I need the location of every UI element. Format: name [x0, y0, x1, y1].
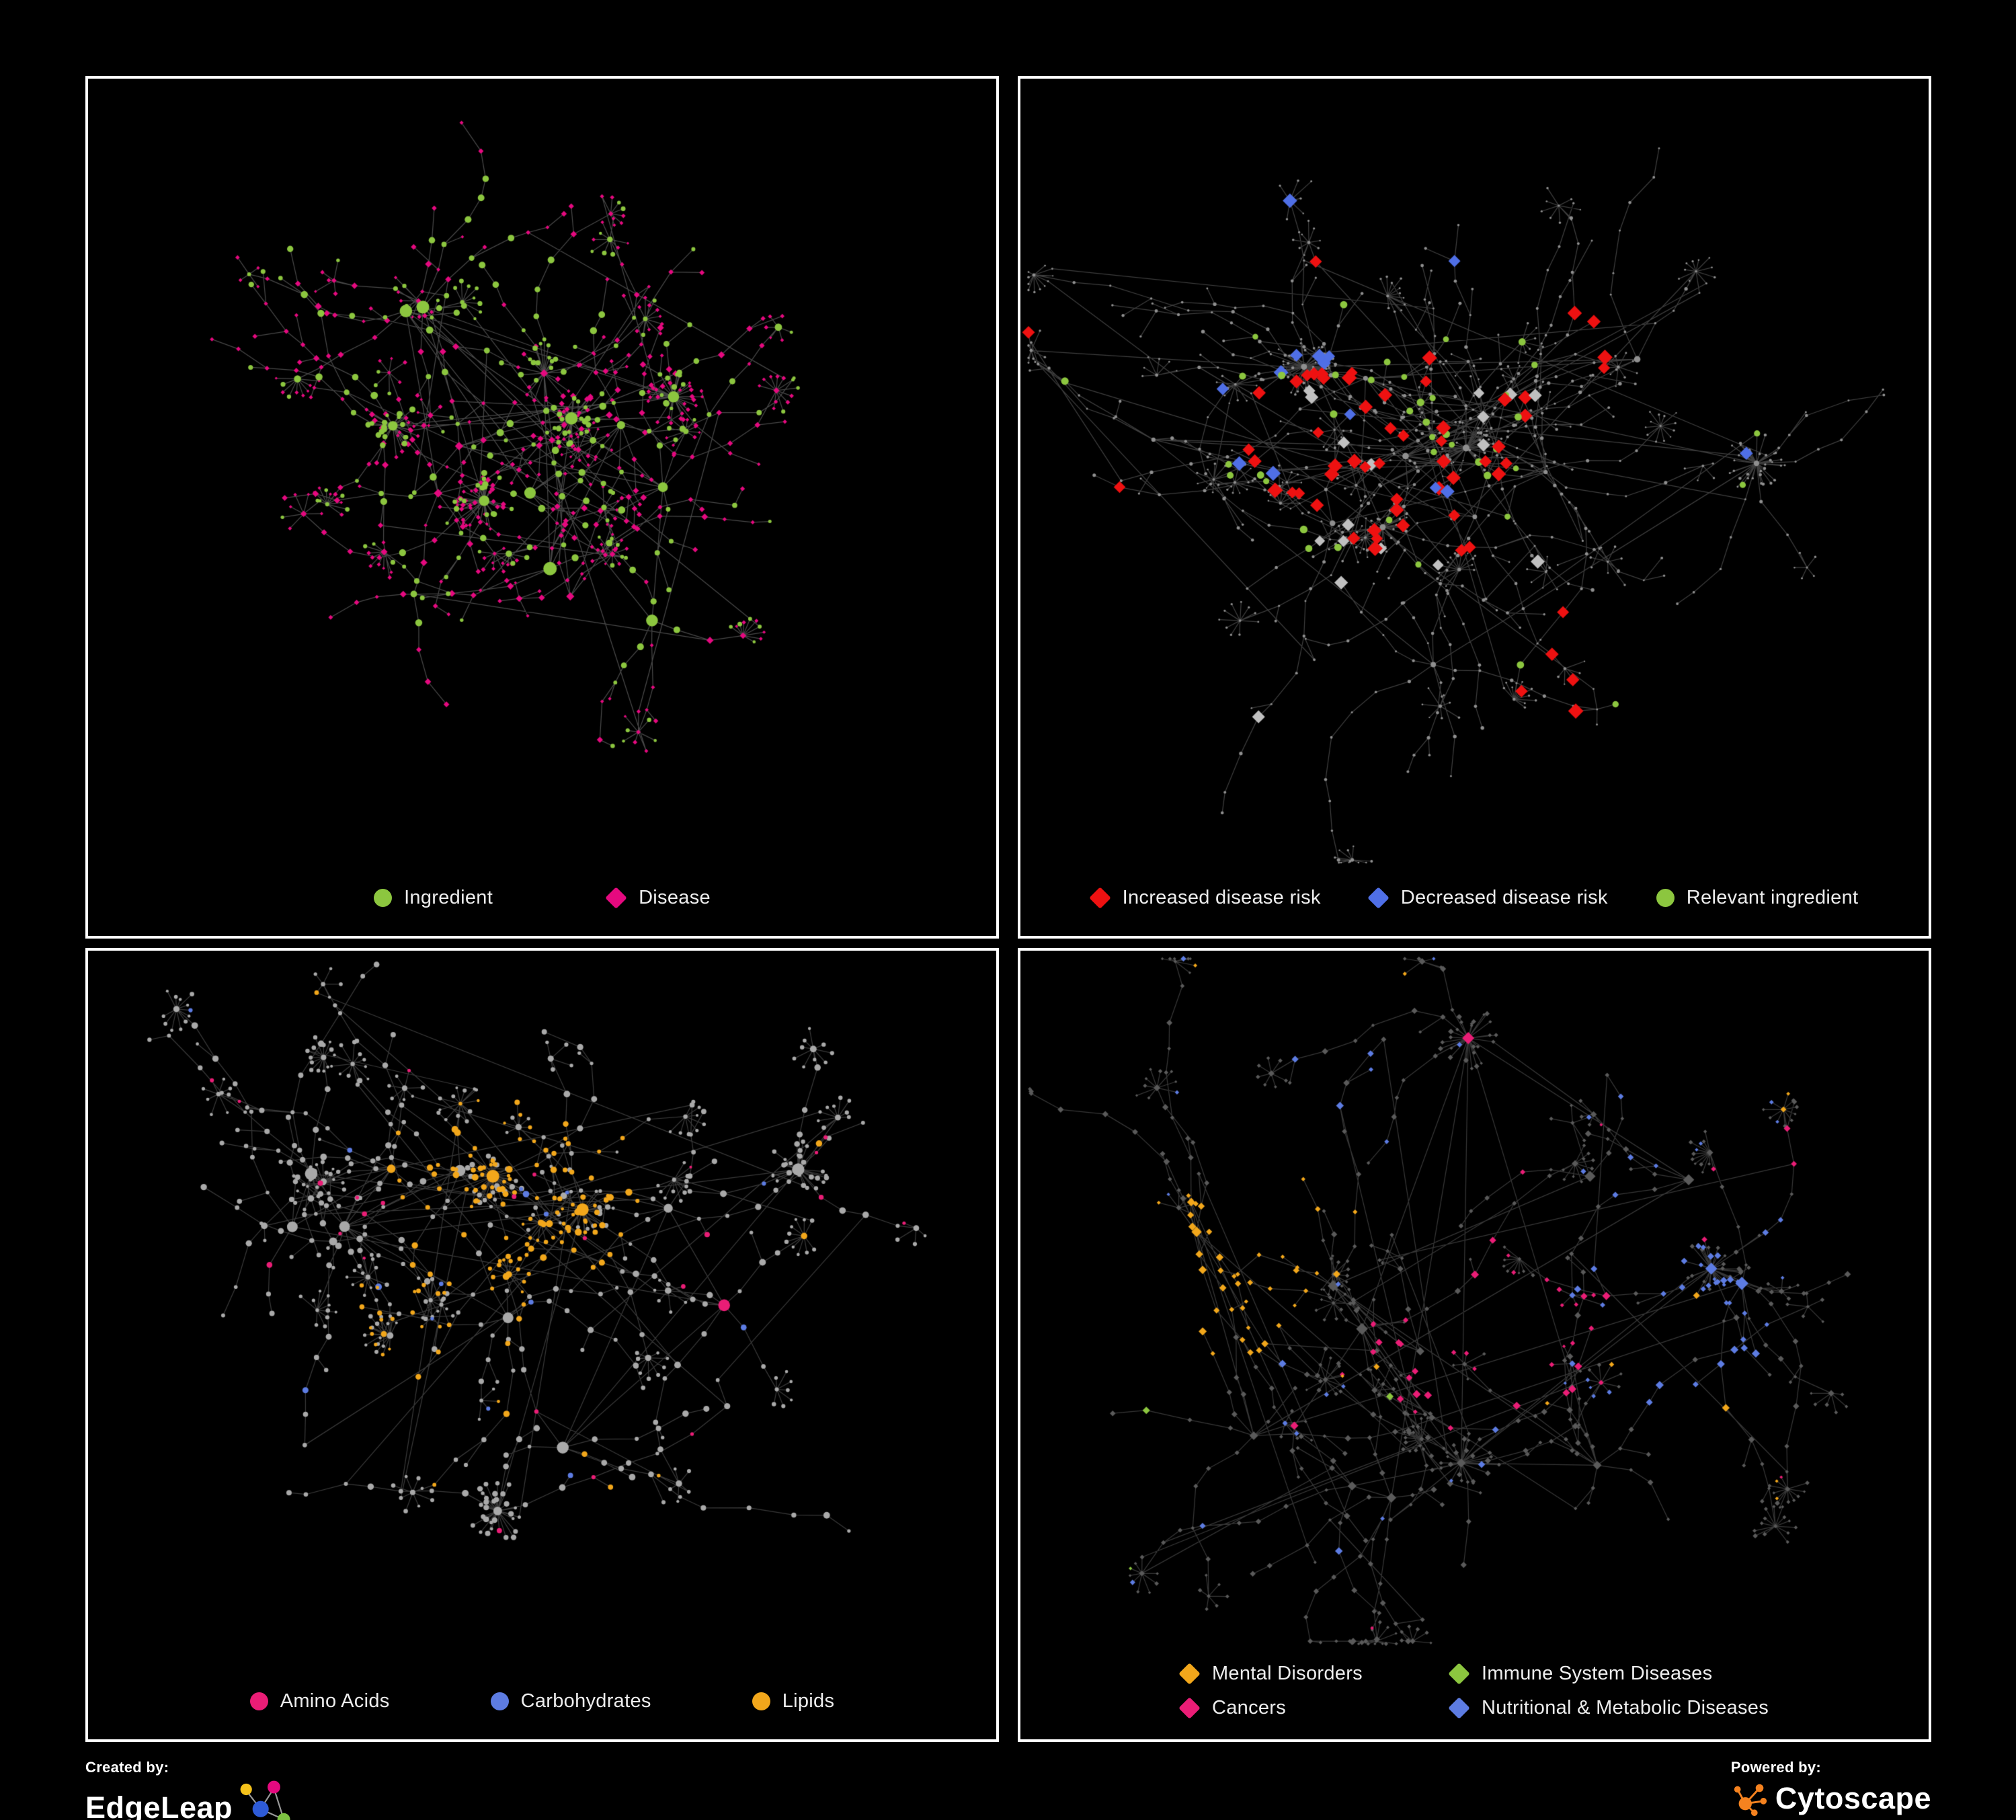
cancers-marker-icon [1178, 1697, 1201, 1719]
legend-label-nutritional-metabolic-diseases: Nutritional & Metabolic Diseases [1481, 1697, 1769, 1718]
legend-ingredient-disease: Ingredient Disease [88, 871, 996, 936]
amino-acids-marker-icon [249, 1692, 268, 1710]
legend-item-relevant-ingredient: Relevant ingredient [1656, 887, 1859, 909]
legend-item-immune-system-diseases: Immune System Diseases [1448, 1663, 1769, 1685]
legend-disease-risk: Increased disease risk Decreased disease… [1020, 871, 1929, 936]
legend-label-amino-acids: Amino Acids [280, 1690, 390, 1712]
legend-item-mental-disorders: Mental Disorders [1178, 1663, 1363, 1685]
disease-category-network-graph [1020, 951, 1929, 1652]
disease-risk-network-graph [1020, 79, 1929, 871]
ingredient-marker-icon [374, 889, 393, 907]
legend-label-decreased-risk: Decreased disease risk [1400, 887, 1608, 908]
edgeleap-wordmark: EdgeLeap [85, 1790, 233, 1820]
legend-item-carbohydrates: Carbohydrates [490, 1690, 651, 1712]
nutritional-metabolic-diseases-marker-icon [1448, 1697, 1470, 1719]
legend-label-increased-risk: Increased disease risk [1122, 887, 1321, 908]
mental-disorders-marker-icon [1178, 1663, 1201, 1685]
immune-system-diseases-marker-icon [1448, 1663, 1470, 1685]
panel-disease-risk-network: Increased disease risk Decreased disease… [1018, 76, 1931, 939]
panel-ingredient-disease-network: Ingredient Disease [85, 76, 999, 939]
legend-label-relevant-ingredient: Relevant ingredient [1686, 887, 1859, 908]
legend-item-decreased-risk: Decreased disease risk [1367, 887, 1608, 909]
carbohydrates-marker-icon [490, 1692, 509, 1710]
legend-item-cancers: Cancers [1178, 1697, 1363, 1719]
legend-item-disease: Disease [605, 887, 711, 909]
legend-label-lipids: Lipids [782, 1690, 835, 1712]
legend-label-cancers: Cancers [1211, 1697, 1287, 1718]
panel-metabolite-network: Amino Acids Carbohydrates Lipids [85, 948, 999, 1742]
legend-label-disease: Disease [639, 887, 711, 908]
relevant-ingredient-marker-icon [1656, 889, 1675, 907]
powered-by-block: Powered by: Cytoscape [1731, 1759, 1931, 1818]
created-by-label: Created by: [85, 1759, 169, 1776]
legend-item-nutritional-metabolic-diseases: Nutritional & Metabolic Diseases [1448, 1697, 1769, 1719]
ingredient-disease-network-graph [88, 79, 996, 871]
legend-label-ingredient: Ingredient [404, 887, 493, 908]
legend-label-immune-system-diseases: Immune System Diseases [1481, 1663, 1713, 1684]
increased-risk-marker-icon [1088, 887, 1111, 909]
legend-item-ingredient: Ingredient [374, 887, 493, 909]
legend-disease-categories: Mental Disorders Immune System Diseases … [1020, 1652, 1929, 1739]
legend-label-carbohydrates: Carbohydrates [520, 1690, 651, 1712]
edgeleap-logo-icon [240, 1780, 290, 1820]
legend-metabolites: Amino Acids Carbohydrates Lipids [88, 1674, 996, 1739]
metabolite-network-graph [88, 951, 996, 1674]
lipids-marker-icon [752, 1692, 770, 1710]
disease-marker-icon [605, 887, 627, 909]
decreased-risk-marker-icon [1367, 887, 1389, 909]
edgeleap-brand: EdgeLeap [85, 1779, 298, 1820]
cytoscape-brand: Cytoscape [1731, 1779, 1931, 1818]
created-by-block: Created by: EdgeLeap [85, 1759, 298, 1820]
cytoscape-logo-icon [1734, 1784, 1767, 1817]
panel-disease-category-network: Mental Disorders Immune System Diseases … [1018, 948, 1931, 1742]
powered-by-label: Powered by: [1730, 1759, 1822, 1776]
legend-label-mental-disorders: Mental Disorders [1211, 1663, 1363, 1684]
legend-item-increased-risk: Increased disease risk [1088, 887, 1321, 909]
legend-item-amino-acids: Amino Acids [249, 1690, 390, 1712]
cytoscape-wordmark: Cytoscape [1775, 1781, 1931, 1815]
legend-item-lipids: Lipids [752, 1690, 835, 1712]
